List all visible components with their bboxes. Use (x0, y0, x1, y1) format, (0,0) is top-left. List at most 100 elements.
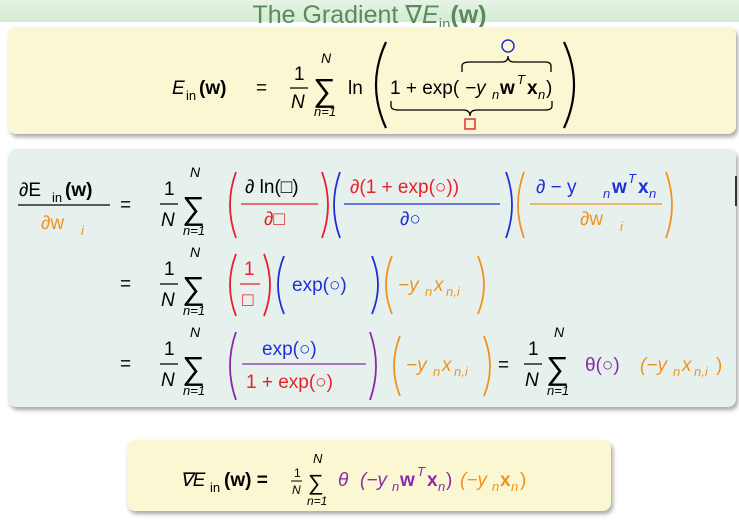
eq2-row3-tail-y: (−y (640, 355, 668, 376)
eq2-row3-y: −y (406, 355, 428, 376)
eq3-paren-y-sub: n (392, 479, 399, 494)
eq2-row2-x: x (433, 275, 445, 296)
eq1-w: w (499, 78, 515, 99)
eq1-equals: = (256, 78, 267, 99)
eq1-x-sub: n (538, 87, 545, 102)
eq2-row3-sum-top: N (190, 324, 201, 340)
equation-gradient-result: ∇E in (w) = 1 N N ∑ n=1 θ (−y n w T x n … (180, 451, 526, 508)
eq2-f3-x-sub: n (649, 186, 656, 201)
equation-box-derivation (8, 149, 736, 407)
title-arg: (w) (450, 1, 487, 29)
eq2-row3-equals: = (120, 354, 131, 375)
eq1-one-plus-exp: 1 + exp( (390, 78, 460, 99)
equation-partial-derivative: ∂E in (w) ∂w i = 1 N N ∑ n=1 ∂ ln(□) ∂□ … (18, 164, 722, 401)
eq2-row2-f1-den: □ (242, 290, 254, 311)
eq2-row2-frac-N: N (161, 290, 175, 311)
eq2-row1-sum-sign: ∑ (182, 190, 205, 226)
eq2-row3-x-sub: n,i (454, 364, 469, 379)
text-cursor (735, 176, 737, 206)
eq2-f2-den: ∂○ (400, 209, 421, 230)
eq3-x: x (427, 470, 438, 491)
eq3-theta: θ (338, 470, 349, 491)
eq2-f3-num: ∂ − y (536, 177, 577, 198)
eq2-f2-num: ∂(1 + exp(○)) (350, 177, 459, 198)
eq2-lhs-den-sub: i (81, 223, 85, 238)
eq1-x: x (527, 78, 538, 99)
eq3-sum-bot: n=1 (307, 494, 327, 508)
eq1-T: T (517, 72, 526, 87)
eq2-row3-tail-close: ) (716, 355, 722, 376)
eq2-f1-num: ∂ ln(□) (245, 177, 299, 198)
eq2-row3-frac-one: 1 (164, 339, 175, 360)
slide-title: The Gradient ∇Ein(w) (0, 0, 739, 44)
eq2-row3-x: x (441, 355, 453, 376)
eq2-row2-y-sub: n (425, 284, 432, 299)
eq2-row3-y-sub: n (433, 364, 440, 379)
eq3-y2-sub: n (492, 479, 499, 494)
eq2-row3-frac2-N: N (525, 370, 539, 391)
eq2-row3-tail-x: x (681, 355, 693, 376)
eq2-row1-sum-top: N (190, 164, 201, 180)
eq3-arg: (w) = (224, 470, 268, 491)
eq2-row3-equals2: = (498, 355, 509, 376)
eq2-row2-exp: exp(○) (292, 275, 347, 296)
eq2-row3-tail-x-sub: n,i (694, 364, 709, 379)
eq3-x2-sub: n (511, 479, 518, 494)
eq3-y2: (−y (460, 470, 488, 491)
eq3-frac-N: N (292, 483, 301, 497)
eq3-T: T (417, 464, 426, 479)
eq3-close2: ) (520, 470, 526, 491)
eq2-lhs-num-sub: in (52, 190, 62, 205)
eq2-row2-y: −y (398, 275, 420, 296)
eq1-sum-top: N (321, 50, 332, 66)
eq3-paren-close: ) (446, 470, 452, 491)
equation-box-gradient (127, 440, 611, 511)
eq2-row1-frac-one: 1 (164, 179, 175, 200)
eq3-x2: x (500, 470, 511, 491)
eq2-row3-theta: θ(○) (585, 355, 620, 376)
title-E: E (422, 1, 439, 29)
eq2-row2-x-sub: n,i (446, 284, 461, 299)
eq3-frac-one: 1 (294, 466, 301, 480)
eq2-f1-den: ∂□ (264, 209, 285, 230)
eq1-lhs-arg: (w) (199, 78, 226, 99)
eq2-row3-den: 1 + exp(○) (246, 372, 333, 393)
equation-box-error (8, 27, 736, 134)
eq1-sum-sign: ∑ (313, 72, 336, 108)
eq3-x-sub: n (438, 479, 445, 494)
eq3-w: w (399, 470, 415, 491)
title-sub: in (438, 16, 451, 33)
eq2-row2-sum-bot: n=1 (183, 303, 205, 318)
eq2-row3-sum-bot: n=1 (183, 383, 205, 398)
eq2-row3-sum-sign: ∑ (182, 350, 205, 386)
eq1-lhs-E: E (172, 78, 185, 99)
eq3-sum-top: N (313, 451, 323, 466)
eq1-square-symbol (464, 118, 476, 130)
title-bar-background (0, 0, 739, 22)
equation-error-definition: E in (w) = 1 N N ∑ n=1 ln 1 + exp( −y n … (172, 39, 576, 130)
eq2-row2-equals: = (120, 274, 131, 295)
eq2-row3-frac2-one: 1 (528, 339, 539, 360)
eq2-lhs-num-arg: (w) (65, 180, 92, 201)
eq1-frac-one: 1 (294, 64, 305, 85)
eq2-row3-frac-N: N (161, 370, 175, 391)
eq2-row2-sum-sign: ∑ (182, 270, 205, 306)
eq1-sum-bot: n=1 (314, 104, 336, 119)
eq3-nabla: ∇E (180, 470, 206, 491)
eq2-lhs-num: ∂E (19, 180, 41, 201)
eq2-row1-equals: = (120, 195, 131, 216)
eq2-row3-tail-y-sub: n (673, 364, 680, 379)
eq1-lhs-sub: in (186, 88, 196, 103)
title-text: The Gradient ∇ (252, 1, 423, 29)
eq2-f3-y-sub: n (603, 186, 610, 201)
eq2-f3-w: w (611, 177, 627, 198)
eq2-f3-T: T (628, 171, 637, 186)
eq1-close: ) (546, 78, 552, 99)
eq1-circle-symbol (501, 39, 515, 53)
eq2-row1-sum-bot: n=1 (183, 223, 205, 238)
eq2-row1-frac-N: N (161, 210, 175, 231)
eq2-row3-num: exp(○) (262, 339, 317, 360)
eq1-ln: ln (348, 78, 363, 99)
eq2-row3-sum2-bot: n=1 (547, 383, 569, 398)
